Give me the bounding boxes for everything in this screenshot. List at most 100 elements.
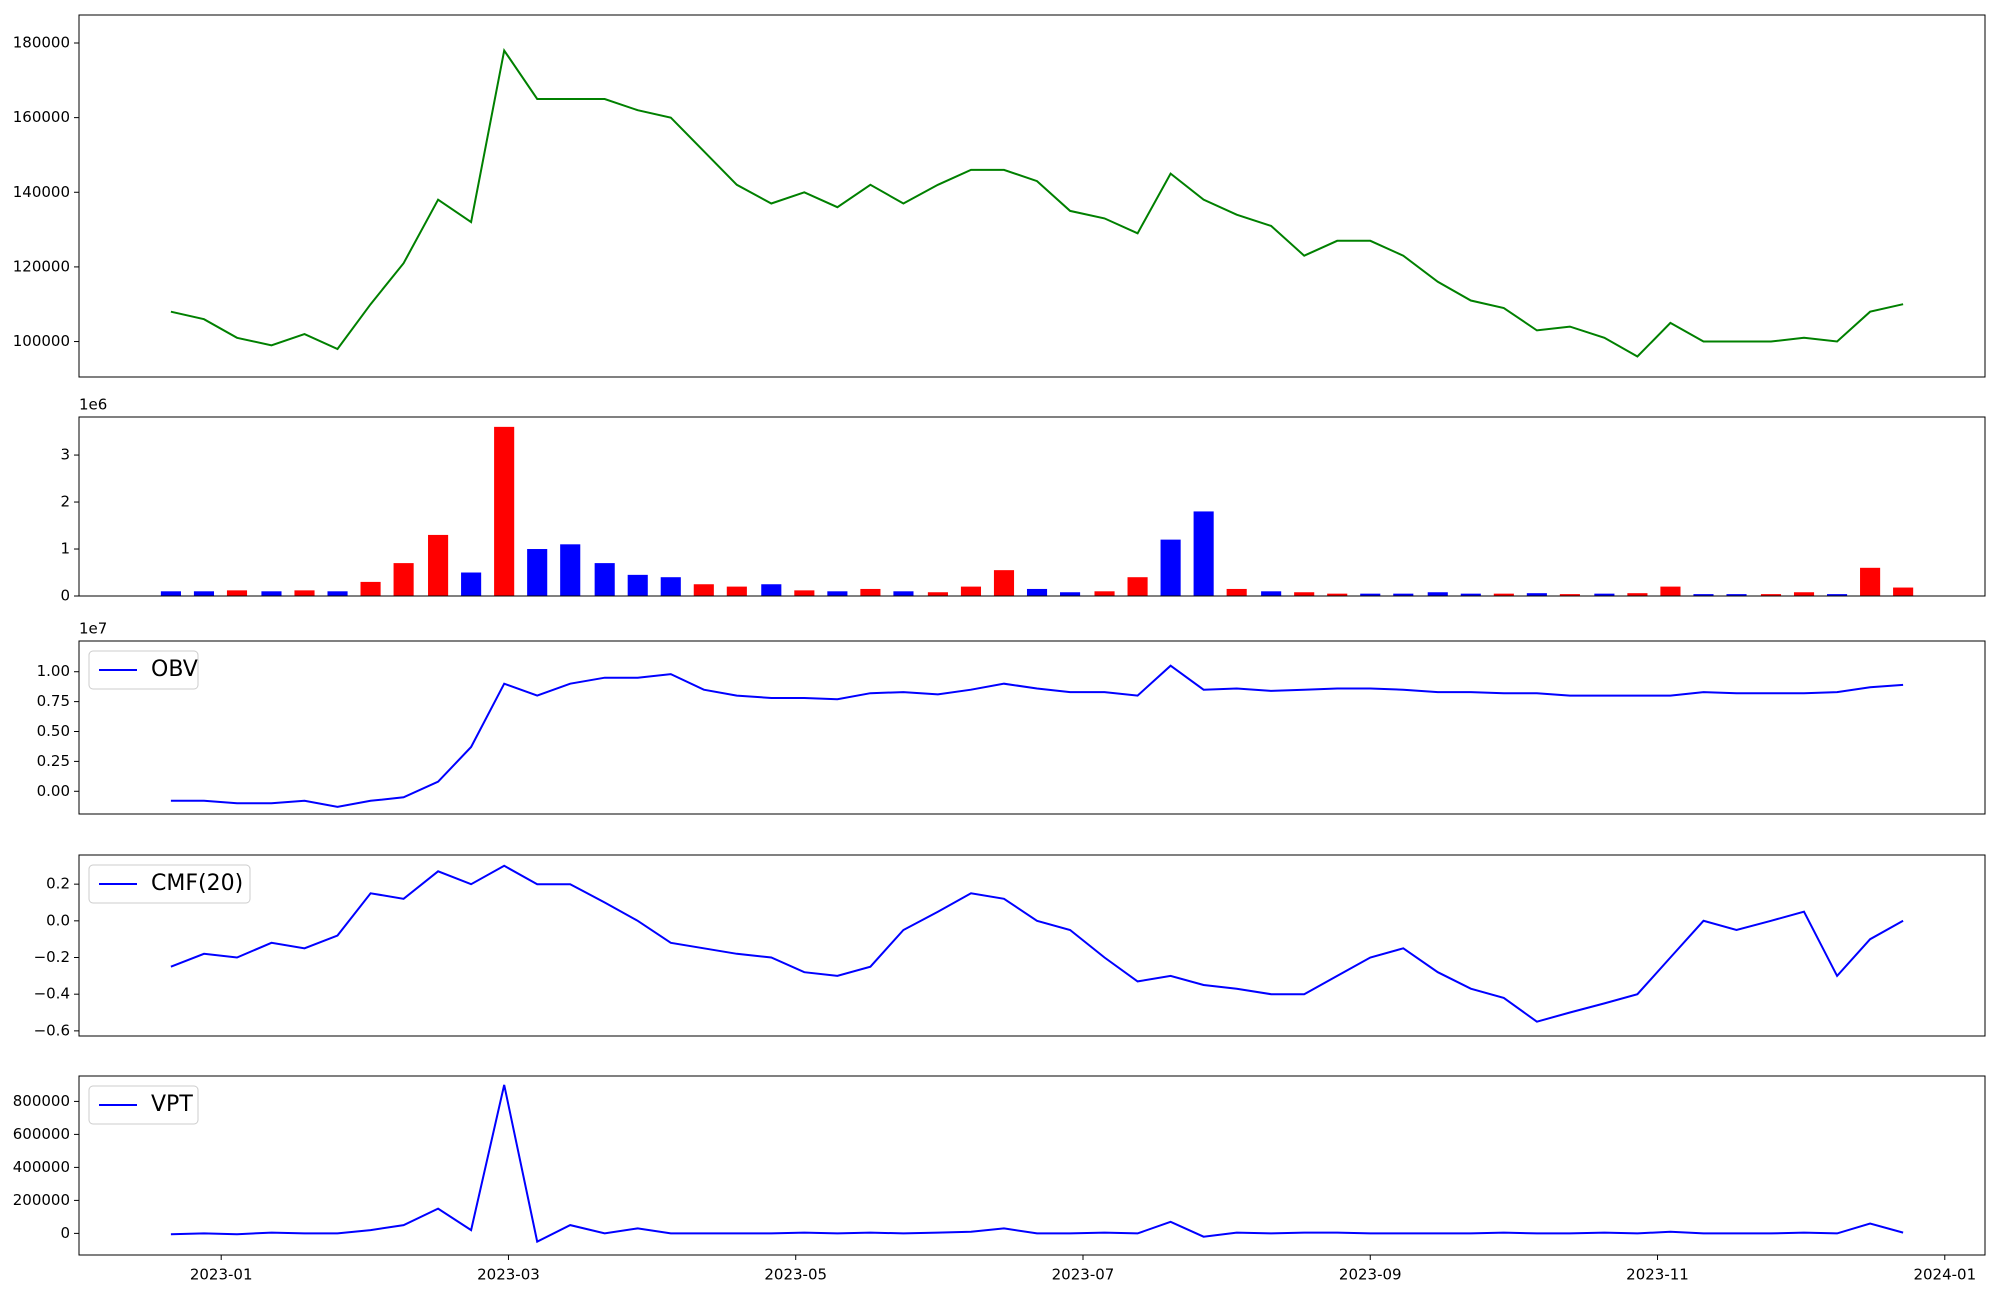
bar xyxy=(560,544,581,596)
axes-frame xyxy=(78,416,1986,597)
bar xyxy=(226,590,248,596)
bar xyxy=(1793,592,1815,596)
y-tick-label: 100000 xyxy=(13,332,70,350)
y-offset-label: 1e6 xyxy=(79,396,107,414)
bar xyxy=(827,591,848,596)
y-tick-label: 0.75 xyxy=(37,692,70,710)
bar xyxy=(1294,592,1315,596)
bar xyxy=(761,584,782,596)
legend-label: VPT xyxy=(151,1092,193,1117)
y-tick-label: −0.4 xyxy=(34,985,70,1003)
y-tick-label: 600000 xyxy=(13,1125,70,1143)
bar xyxy=(927,592,948,596)
bar xyxy=(1160,539,1181,596)
line xyxy=(170,664,1904,808)
bar xyxy=(993,570,1015,596)
y-tick-label: −0.2 xyxy=(34,948,70,966)
bar xyxy=(627,574,648,596)
line xyxy=(170,864,1904,1023)
bar xyxy=(160,591,181,596)
y-tick-label: 3 xyxy=(60,446,70,464)
bar xyxy=(1693,594,1714,596)
bar xyxy=(1660,586,1681,596)
x-tick-label: 2023-01 xyxy=(190,1266,253,1284)
bar xyxy=(1460,593,1481,596)
bar xyxy=(1226,588,1247,596)
legend-box xyxy=(88,1085,199,1125)
bar xyxy=(726,586,747,596)
x-tick-label: 2023-11 xyxy=(1626,1266,1689,1284)
y-tick-label: 160000 xyxy=(13,108,70,126)
bar xyxy=(1726,594,1747,596)
bar xyxy=(1360,593,1381,596)
y-tick-label: 2 xyxy=(60,493,70,511)
x-tick-label: 2023-09 xyxy=(1339,1266,1402,1284)
axes-frame xyxy=(78,1075,1986,1256)
y-tick-label: −0.6 xyxy=(34,1021,70,1039)
legend-label: CMF(20) xyxy=(151,871,243,896)
bar xyxy=(461,572,482,596)
bar xyxy=(494,426,515,596)
bar xyxy=(294,590,315,596)
bar xyxy=(1594,593,1615,596)
y-tick-label: 140000 xyxy=(13,183,70,201)
bar xyxy=(1760,594,1782,596)
y-tick-label: 180000 xyxy=(13,33,70,51)
axes-frame xyxy=(78,640,1986,815)
bar xyxy=(1094,591,1115,596)
bar xyxy=(693,584,714,596)
y-tick-label: 1.00 xyxy=(37,662,70,680)
line xyxy=(170,1084,1904,1244)
bar xyxy=(1860,567,1881,596)
axes-frame xyxy=(78,854,1986,1037)
y-tick-label: 1 xyxy=(60,540,70,558)
x-tick-label: 2023-03 xyxy=(477,1266,540,1284)
bar xyxy=(1026,588,1048,596)
bar xyxy=(393,563,414,596)
x-tick-label: 2023-07 xyxy=(1052,1266,1115,1284)
y-tick-label: 0.50 xyxy=(37,722,70,740)
bar xyxy=(1193,511,1214,596)
bar xyxy=(1393,593,1414,596)
y-tick-label: 0.00 xyxy=(37,782,70,800)
bar xyxy=(794,590,815,596)
y-tick-label: 0.0 xyxy=(46,911,70,929)
x-tick-label: 2024-01 xyxy=(1913,1266,1976,1284)
bar xyxy=(360,581,381,596)
bar xyxy=(1060,592,1081,596)
bar xyxy=(1559,594,1580,596)
bar xyxy=(860,588,881,596)
y-tick-label: 120000 xyxy=(13,257,70,275)
bar xyxy=(193,591,215,596)
y-offset-label: 1e7 xyxy=(79,620,107,638)
y-tick-label: 0 xyxy=(60,1224,70,1242)
axes-frame xyxy=(78,14,1986,378)
legend-box xyxy=(88,650,199,690)
y-tick-label: 0.25 xyxy=(37,752,70,770)
bar xyxy=(1261,591,1282,596)
bar xyxy=(1526,593,1547,596)
line xyxy=(170,47,1904,358)
x-tick-label: 2023-05 xyxy=(764,1266,827,1284)
bar xyxy=(1127,577,1148,596)
bar xyxy=(327,591,348,596)
bar xyxy=(1627,593,1648,596)
y-tick-label: 800000 xyxy=(13,1092,70,1110)
legend-label: OBV xyxy=(151,657,198,682)
bar xyxy=(960,586,982,596)
bar xyxy=(1893,587,1914,596)
y-tick-label: 0 xyxy=(60,587,70,605)
y-tick-label: 400000 xyxy=(13,1158,70,1176)
y-tick-label: 200000 xyxy=(13,1191,70,1209)
bar xyxy=(527,549,548,596)
bar xyxy=(1427,592,1448,596)
bar xyxy=(893,591,914,596)
bar xyxy=(1493,593,1514,596)
bar xyxy=(594,563,615,596)
bar xyxy=(261,591,282,596)
legend-box xyxy=(88,864,251,904)
bar xyxy=(1327,593,1348,596)
bar xyxy=(428,534,449,596)
bar xyxy=(1827,594,1848,596)
